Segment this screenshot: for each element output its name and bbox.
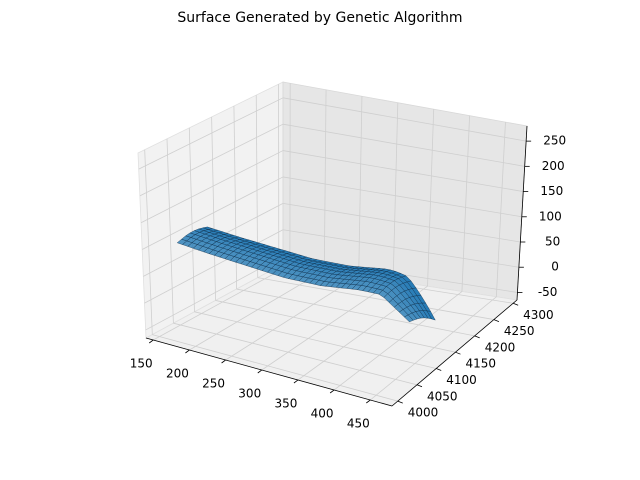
- gridline-z-back: [282, 150, 524, 192]
- y-axis-line: [391, 299, 518, 407]
- y-tick-mark: [513, 302, 519, 306]
- gridline-x-floor: [261, 280, 394, 371]
- x-tick-label: 300: [238, 387, 261, 401]
- z-tick-label: 0: [551, 260, 559, 274]
- y-tick-label: 4000: [408, 406, 439, 420]
- y-tick-label: 4050: [427, 389, 458, 403]
- x-tick-mark: [221, 359, 226, 364]
- gridline-y-left: [166, 138, 174, 324]
- gridline-z-left: [144, 229, 284, 304]
- gridline-z-back: [282, 123, 525, 167]
- chart-title: Surface Generated by Genetic Algorithm: [177, 10, 462, 26]
- z-tick-label: 250: [543, 134, 566, 148]
- x-tick-label: 150: [130, 357, 153, 371]
- x-tick-mark: [148, 339, 154, 344]
- y-tick-mark: [397, 400, 403, 404]
- gridline-z-back: [282, 97, 527, 142]
- gridline-y-left: [144, 149, 153, 335]
- y-tick-mark: [416, 384, 423, 388]
- gridline-x-back: [427, 109, 435, 287]
- gridline-y-floor: [173, 322, 418, 386]
- gridline-y-floor: [152, 334, 398, 402]
- z-tick-label: 200: [542, 159, 565, 173]
- gridline-y-floor: [194, 311, 437, 369]
- gridline-z-back: [282, 202, 521, 243]
- gridline-y-floor: [236, 288, 475, 337]
- x-tick-mark: [329, 389, 335, 394]
- x-tick-mark: [293, 379, 299, 384]
- y-tick-mark: [474, 335, 480, 339]
- z-tick-label: 100: [539, 209, 562, 223]
- y-tick-mark: [436, 368, 442, 371]
- y-axis-ticks: 4000 4050 4100 4150 4200 4250 4300: [397, 302, 554, 420]
- grid-lines: [138, 83, 527, 402]
- y-tick-mark: [455, 351, 461, 355]
- gridline-z-back: [282, 229, 519, 268]
- x-tick-mark: [257, 369, 263, 374]
- gridline-y-floor: [215, 300, 456, 353]
- x-tick-mark: [185, 349, 190, 354]
- y-tick-mark: [493, 319, 500, 322]
- axis-lines: [145, 125, 528, 407]
- y-tick-label: 4100: [446, 373, 477, 387]
- gridline-x-floor: [189, 270, 325, 351]
- gridline-y-left: [211, 116, 216, 301]
- gridline-z-back: [282, 176, 522, 218]
- y-tick-label: 4200: [485, 340, 516, 354]
- gridline-y-left: [188, 127, 195, 312]
- gridline-z-left: [139, 123, 284, 197]
- y-tick-label: 4300: [523, 308, 554, 322]
- surface-patch: [426, 310, 436, 321]
- y-tick-label: 4150: [465, 357, 496, 371]
- gridline-x-floor: [333, 291, 463, 391]
- x-tick-label: 250: [202, 377, 225, 391]
- gridline-y-floor: [257, 277, 494, 320]
- gridline-x-floor: [225, 275, 359, 361]
- y-tick-label: 4250: [504, 324, 535, 338]
- x-tick-label: 450: [347, 417, 370, 431]
- surface-mesh: [176, 226, 436, 323]
- z-tick-label: 50: [545, 235, 560, 249]
- gridline-x-back: [495, 122, 506, 297]
- x-tick-label: 400: [311, 407, 334, 421]
- x-axis-line: [145, 337, 393, 407]
- x-tick-label: 350: [274, 397, 297, 411]
- gridline-x-floor: [370, 296, 497, 401]
- x-axis-ticks: 150 200 250 300 350 400 450: [130, 339, 371, 431]
- gridline-x-back: [358, 96, 363, 276]
- gridline-z-left: [138, 97, 284, 170]
- z-axis-line: [516, 125, 528, 301]
- z-tick-label: 150: [540, 184, 563, 198]
- z-tick-label: -50: [538, 285, 558, 299]
- x-tick-mark: [366, 399, 371, 404]
- gridline-x-back: [323, 89, 327, 271]
- x-tick-label: 200: [166, 367, 189, 381]
- gridline-x-back: [461, 115, 470, 292]
- gridline-z-left: [140, 150, 284, 224]
- z-axis-ticks: -50 0 50 100 150 200 250: [517, 134, 566, 299]
- gridline-x-back: [392, 102, 399, 281]
- gridline-z-left: [141, 176, 284, 250]
- gridline-x-floor: [153, 264, 291, 341]
